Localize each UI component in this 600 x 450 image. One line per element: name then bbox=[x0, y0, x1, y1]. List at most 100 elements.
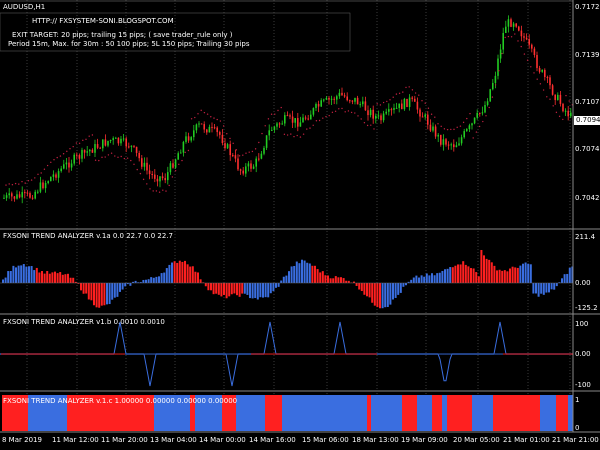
histogram-bar bbox=[254, 283, 257, 299]
candle-body bbox=[492, 82, 494, 90]
trailing-dot bbox=[363, 122, 366, 124]
oscillator-dot bbox=[557, 353, 559, 355]
histogram-bar bbox=[501, 270, 504, 283]
histogram-bar bbox=[7, 271, 10, 283]
panel3-label: 0 bbox=[575, 424, 580, 432]
trailing-dot bbox=[120, 155, 122, 158]
histogram-bar bbox=[340, 277, 342, 283]
histogram-bar bbox=[35, 267, 38, 283]
oscillator-dot bbox=[249, 353, 251, 355]
oscillator-dot bbox=[549, 353, 551, 355]
candle-body bbox=[489, 89, 491, 102]
trailing-dot bbox=[213, 117, 215, 119]
trend-bar bbox=[360, 395, 367, 431]
oscillator-dot bbox=[459, 353, 461, 355]
trailing-dot bbox=[296, 134, 298, 137]
trailing-dot bbox=[408, 86, 410, 88]
oscillator-dot bbox=[35, 353, 37, 355]
candle-body bbox=[416, 101, 419, 110]
trend-bar bbox=[24, 395, 28, 431]
candle-body bbox=[351, 100, 354, 102]
trailing-dot bbox=[66, 150, 68, 153]
histogram-bar bbox=[464, 264, 467, 283]
histogram-bar bbox=[324, 275, 327, 283]
trailing-dot bbox=[258, 141, 260, 144]
histogram-bar bbox=[168, 264, 171, 283]
trailing-dot bbox=[517, 40, 519, 42]
oscillator-dot bbox=[233, 353, 235, 355]
oscillator-dot bbox=[525, 353, 527, 355]
candle-body bbox=[463, 131, 465, 138]
trailing-dot bbox=[411, 89, 414, 91]
histogram-bar bbox=[25, 266, 28, 283]
candle-body bbox=[421, 116, 424, 118]
candle-body bbox=[531, 44, 533, 49]
histogram-bar bbox=[433, 275, 436, 283]
histogram-bar bbox=[145, 279, 147, 283]
histogram-bar bbox=[134, 280, 137, 283]
histogram-bar bbox=[238, 283, 241, 297]
oscillator-dot bbox=[63, 353, 65, 355]
candle-body bbox=[260, 153, 263, 159]
oscillator-dot bbox=[251, 353, 253, 355]
histogram-bar bbox=[9, 270, 12, 283]
trend-bar bbox=[195, 395, 213, 431]
histogram-bar bbox=[264, 283, 267, 298]
oscillator-dot bbox=[11, 353, 13, 355]
trend-histogram-a[interactable] bbox=[0, 249, 574, 309]
trailing-dot bbox=[526, 59, 529, 61]
candle-body bbox=[76, 154, 78, 156]
candle-body bbox=[278, 123, 281, 125]
candle-body bbox=[388, 109, 390, 112]
trend-bar bbox=[331, 395, 350, 431]
panel2-title: FXSONI TREND ANALYZER v1.b 0.0010 0.0010 bbox=[3, 318, 165, 326]
histogram-bar bbox=[480, 249, 483, 283]
oscillator-dot bbox=[103, 353, 105, 355]
trend-bar bbox=[350, 395, 360, 431]
histogram-bar bbox=[282, 276, 285, 283]
candle-body bbox=[523, 36, 525, 38]
oscillator-dot bbox=[139, 353, 141, 355]
histogram-bar bbox=[332, 278, 335, 283]
oscillator-dot bbox=[519, 353, 521, 355]
histogram-bar bbox=[532, 283, 535, 294]
candle-body bbox=[117, 137, 120, 144]
candle-body bbox=[203, 124, 205, 130]
histogram-bar bbox=[108, 283, 111, 305]
trailing-dot bbox=[130, 159, 132, 162]
candle-body bbox=[429, 124, 432, 131]
candle-body bbox=[320, 100, 322, 107]
histogram-bar bbox=[17, 265, 20, 283]
oscillator-dot bbox=[499, 353, 501, 355]
oscillator-dot bbox=[345, 353, 347, 355]
oscillator-dot bbox=[493, 353, 495, 355]
trailing-dot bbox=[546, 96, 548, 98]
candle-body bbox=[289, 115, 291, 117]
oscillator-dot bbox=[321, 353, 323, 355]
histogram-bar bbox=[176, 262, 179, 283]
oscillator-dot bbox=[381, 353, 383, 355]
oscillator-dot bbox=[0, 353, 1, 355]
histogram-bar bbox=[139, 282, 142, 283]
trend-bars-c[interactable] bbox=[2, 395, 573, 431]
oscillator-dot bbox=[91, 353, 93, 355]
oscillator-dot bbox=[223, 353, 225, 355]
oscillator-dot bbox=[65, 353, 67, 355]
candle-body bbox=[453, 144, 455, 148]
histogram-bar bbox=[98, 283, 101, 308]
histogram-bar bbox=[87, 283, 90, 300]
trailing-dot bbox=[8, 183, 10, 185]
price-label: 0.71395 bbox=[575, 51, 600, 59]
price-candles[interactable] bbox=[3, 15, 572, 204]
oscillator-dot bbox=[195, 353, 197, 355]
candle-body bbox=[486, 101, 489, 106]
trailing-dot bbox=[341, 107, 343, 110]
oscillator-dot bbox=[357, 353, 359, 355]
candle-body bbox=[159, 176, 161, 182]
oscillator-dot bbox=[407, 353, 409, 355]
oscillator-dot bbox=[85, 353, 87, 355]
trend-oscillator-b[interactable] bbox=[0, 321, 573, 387]
trailing-dot bbox=[379, 104, 382, 106]
oscillator-dot bbox=[25, 353, 27, 355]
